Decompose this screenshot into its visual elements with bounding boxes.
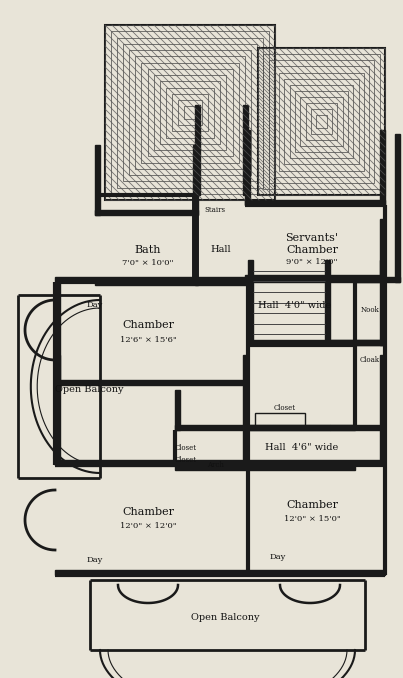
Bar	[129, 50, 251, 175]
Text: 12'0" × 12'0": 12'0" × 12'0"	[120, 522, 177, 530]
Bar	[95, 280, 198, 285]
Text: Closet: Closet	[175, 456, 197, 464]
Text: 12'6" × 15'6": 12'6" × 15'6"	[120, 336, 177, 344]
Text: Hall  4'6" wide: Hall 4'6" wide	[265, 443, 338, 452]
Bar	[355, 277, 400, 282]
Text: Day: Day	[87, 556, 103, 564]
Bar	[258, 48, 385, 195]
Text: Day: Day	[87, 301, 103, 309]
Bar	[248, 260, 253, 345]
Text: Closet: Closet	[274, 404, 296, 412]
Text: Chamber: Chamber	[286, 245, 338, 255]
Bar	[268, 60, 374, 183]
Bar	[55, 355, 60, 465]
Bar	[305, 103, 337, 140]
Text: Open Balcony: Open Balcony	[55, 386, 123, 395]
Bar	[147, 68, 233, 156]
Bar	[248, 277, 385, 282]
Bar	[316, 115, 327, 127]
Text: Cloak: Cloak	[360, 356, 380, 364]
Bar	[55, 460, 248, 465]
Bar	[248, 425, 330, 430]
Bar	[55, 570, 248, 575]
Bar	[105, 25, 275, 200]
Bar	[195, 280, 248, 285]
Text: Nook: Nook	[361, 306, 379, 314]
Bar	[105, 25, 275, 200]
Bar	[178, 100, 202, 125]
Bar	[330, 340, 385, 345]
Text: Chamber: Chamber	[286, 500, 338, 510]
Bar	[248, 460, 385, 465]
Bar	[380, 130, 385, 205]
Bar	[117, 37, 263, 188]
Bar	[195, 105, 200, 195]
Bar	[166, 87, 214, 138]
Bar	[193, 145, 198, 215]
Bar	[325, 260, 330, 345]
Bar	[248, 570, 385, 575]
Bar	[245, 200, 385, 205]
Bar	[175, 465, 355, 470]
Bar	[172, 94, 208, 132]
Bar	[245, 275, 385, 280]
Bar	[300, 97, 343, 146]
Bar	[245, 130, 250, 205]
Text: Open Balcony: Open Balcony	[191, 614, 259, 622]
Bar	[175, 390, 180, 430]
Bar	[295, 91, 348, 152]
Bar	[55, 380, 248, 385]
Text: 9'0" × 12'0": 9'0" × 12'0"	[286, 258, 338, 266]
Text: 7'0" × 10'0": 7'0" × 10'0"	[122, 259, 174, 267]
Bar	[175, 425, 355, 430]
Bar	[255, 413, 305, 428]
Text: Hall  4'0" wide: Hall 4'0" wide	[258, 300, 332, 309]
Text: Closet: Closet	[175, 444, 197, 452]
Bar	[243, 355, 248, 465]
Text: Arch: Arch	[207, 461, 223, 469]
Text: Chamber: Chamber	[122, 507, 174, 517]
Text: Servants': Servants'	[285, 233, 339, 243]
Bar	[380, 260, 385, 345]
Bar	[274, 66, 369, 177]
Bar	[95, 210, 198, 215]
Bar	[184, 106, 196, 119]
Bar	[243, 105, 248, 195]
Bar	[330, 425, 385, 430]
Bar	[154, 75, 226, 150]
Bar	[248, 340, 385, 345]
Bar	[311, 109, 332, 134]
Text: Hall: Hall	[210, 245, 231, 254]
Bar	[95, 145, 100, 215]
Bar	[290, 85, 353, 158]
Text: Day: Day	[270, 553, 287, 561]
Text: Bath: Bath	[135, 245, 161, 255]
Bar	[285, 79, 359, 164]
Bar	[160, 81, 220, 144]
Bar	[135, 56, 245, 169]
Text: Chamber: Chamber	[122, 320, 174, 330]
Bar	[111, 31, 269, 194]
Text: Stairs: Stairs	[204, 206, 226, 214]
Text: 12'0" × 15'0": 12'0" × 15'0"	[284, 515, 341, 523]
Bar	[263, 54, 380, 189]
Bar	[380, 219, 385, 282]
Bar	[123, 44, 257, 181]
Bar	[141, 62, 239, 163]
Bar	[380, 355, 385, 465]
Bar	[55, 282, 60, 385]
Bar	[55, 277, 248, 282]
Bar	[258, 48, 385, 195]
Bar	[395, 134, 400, 282]
Bar	[279, 73, 364, 170]
